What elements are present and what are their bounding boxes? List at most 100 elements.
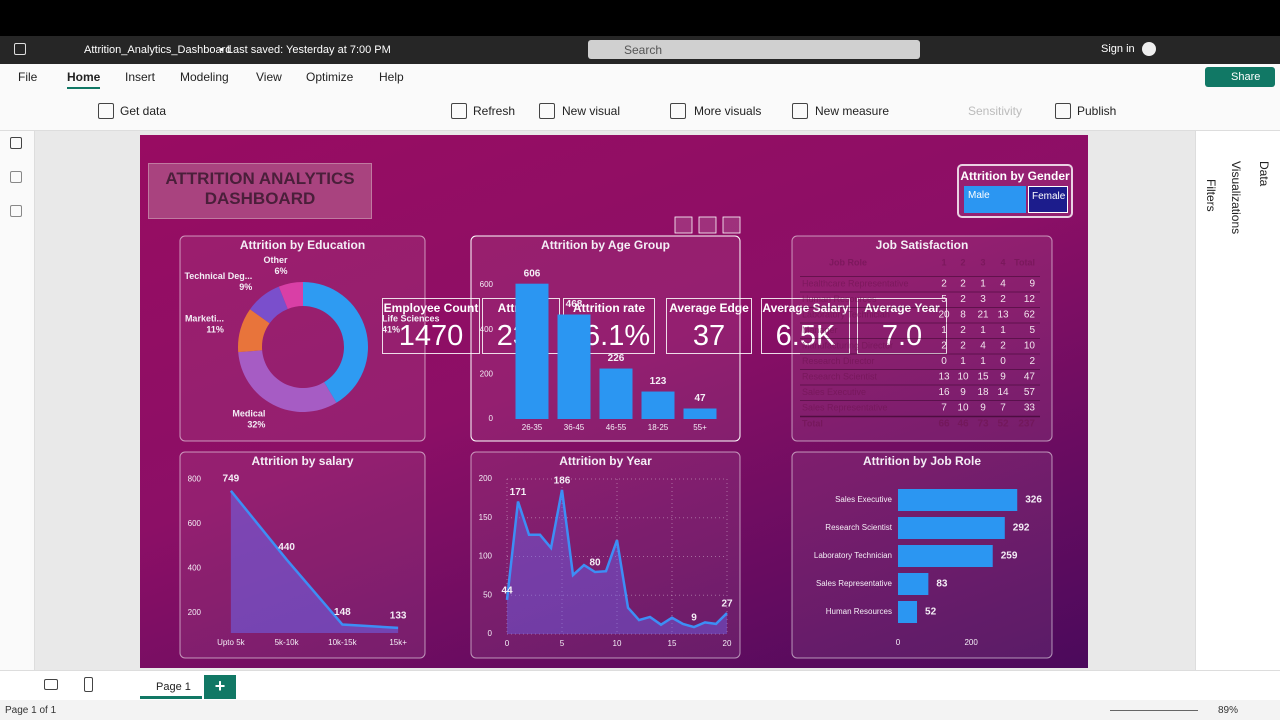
table-cell: 0 [941,356,947,367]
x-tick-label: 15 [668,639,677,648]
bar [898,545,993,567]
icon [792,103,808,119]
menu-item[interactable]: Insert [125,70,156,84]
page-tab-label: Page 1 [156,681,191,693]
menu-item[interactable]: Optimize [306,70,354,84]
kpi-card: Average Year 7.0 [857,298,947,354]
point-value-label: 133 [390,611,407,622]
table-cell: 2 [960,325,966,336]
visual-header-icon [722,216,741,234]
area-fill [230,490,399,633]
table-header: 2 [960,257,965,267]
zoom-slider[interactable] [1110,710,1198,711]
visual-title: Attrition by Year [559,454,652,468]
table-row-label: Total [802,418,823,428]
table-header: 1 [941,257,946,267]
table-cell: 10 [957,403,969,414]
table-view-icon[interactable] [10,171,22,183]
table-header: 3 [980,257,985,267]
slice-label: Life Sciences [382,314,440,324]
toolbar-button[interactable]: New measure [815,104,890,118]
kpi-label: Average Year [858,301,946,315]
menu-item[interactable]: Modeling [180,70,229,84]
y-tick-label: 600 [480,280,494,289]
slicer-option[interactable]: Male [964,186,1026,213]
search-box[interactable]: Search [588,40,920,59]
slice-label: Technical Deg... [184,271,252,281]
visual-title: Attrition by Education [240,238,365,252]
icon [539,103,555,119]
table-cell: 15 [977,372,989,383]
slice-label: Medical [232,408,265,418]
sign-in[interactable]: Sign in [1101,43,1135,55]
slicer-option[interactable]: Female [1028,186,1068,213]
kpi-card: Average Salary 6.5K [761,298,850,354]
x-tick-label: 5k-10k [275,638,300,647]
x-tick-label: 200 [964,638,978,647]
avatar[interactable] [1142,42,1156,56]
share-button[interactable]: Share [1205,67,1275,87]
slice-value-label: 41% [382,325,400,335]
y-tick-label: 0 [488,629,493,638]
toolbar-button[interactable]: Refresh [473,104,516,118]
table-cell: 1 [980,356,986,367]
saved-status[interactable]: • Last saved: Yesterday at 7:00 PM [220,44,391,56]
y-tick-label: 400 [188,564,202,573]
y-tick-label: 0 [489,414,494,423]
kpi-value: 37 [667,320,751,353]
table-cell: 57 [1024,387,1036,398]
table-row-label: Human Resources [802,294,877,304]
table-cell: 13 [997,310,1009,321]
point-value-label: 440 [278,542,295,553]
report-view-icon[interactable] [10,137,22,149]
save-icon[interactable] [14,43,26,55]
bar [898,517,1005,539]
x-tick-label: 36-45 [564,423,585,432]
table-cell: 20 [938,310,950,321]
bar-value-label: 47 [694,393,706,404]
add-page-button[interactable]: + [204,675,236,699]
slice-label: Marketi... [185,314,224,324]
toolbar-button: Sensitivity [968,104,1023,118]
table-cell: 2 [1000,341,1006,352]
table-cell: 10 [957,372,969,383]
table-cell: 7 [941,403,947,414]
toolbar-button[interactable]: More visuals [694,104,762,118]
table-cell: 7 [1000,403,1006,414]
x-tick-label: 46-55 [606,423,627,432]
mobile-icon[interactable] [84,677,93,692]
table-cell: 2 [1029,356,1035,367]
menu-item[interactable]: View [256,70,282,84]
y-tick-label: 150 [479,513,493,522]
page-tab[interactable]: Page 1 [140,675,202,699]
line-area [507,489,727,634]
menu-item[interactable]: Home [67,70,101,89]
donut-slice [250,286,288,324]
menu-item[interactable]: Help [379,70,404,84]
page-count: Page 1 of 1 [5,705,57,716]
table-cell: 4 [980,341,986,352]
toolbar-button[interactable]: Publish [1077,104,1117,118]
kpi-card: Employee Count 1470 [382,298,480,354]
slice-value-label: 6% [274,266,287,276]
model-view-icon[interactable] [10,205,22,217]
donut-slice [303,282,369,403]
desktop-icon[interactable] [44,679,58,690]
bar-value-label: 83 [936,579,948,590]
slicer-option-label: Female [1032,191,1066,202]
menu-item[interactable]: File [18,70,38,84]
toolbar-button[interactable]: New visual [562,104,621,118]
side-panes: Filters Visualizations Data [1195,131,1280,670]
donut-slice [238,350,337,413]
table-cell: 0 [1000,356,1006,367]
x-tick-label: 0 [505,639,510,648]
table-cell: 4 [1000,279,1006,290]
table-cell: 1 [1000,325,1006,336]
y-tick-label: 600 [188,519,202,528]
table-row-label: Manufacturing Director [802,340,893,350]
visual-card [179,235,426,442]
visual-header-icon [698,216,717,234]
gender-slicer: Attrition by Gender Male Female [957,164,1073,218]
toolbar-button[interactable]: Get data [120,104,167,118]
